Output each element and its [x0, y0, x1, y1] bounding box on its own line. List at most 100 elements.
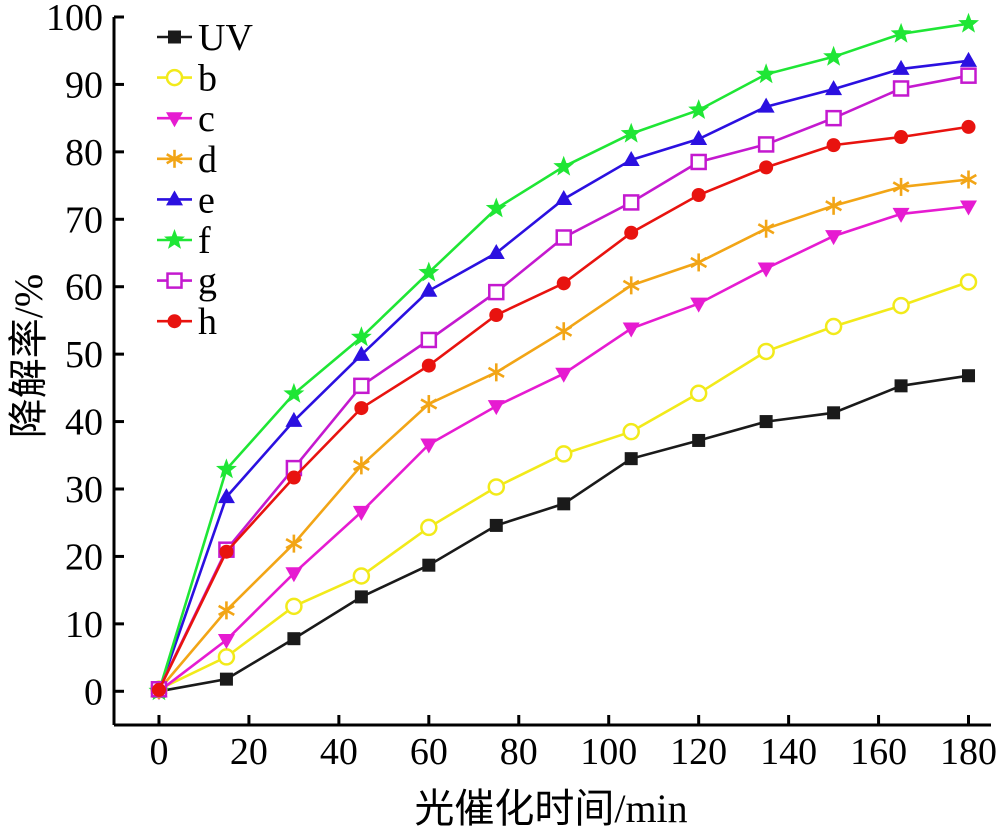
data-point: [692, 433, 706, 447]
legend-label: e: [198, 179, 215, 221]
data-point: [959, 273, 978, 291]
data-point: [418, 261, 440, 282]
data-point: [826, 138, 841, 153]
x-tick-label: 20: [230, 731, 268, 773]
data-point: [420, 331, 438, 349]
data-point: [287, 632, 301, 646]
legend-swatch-marker: [166, 149, 183, 168]
legend-item: f: [157, 220, 211, 262]
data-point: [217, 648, 236, 666]
data-point: [352, 456, 370, 475]
data-point: [555, 322, 573, 341]
legend-label: g: [198, 261, 217, 303]
data-point: [624, 452, 638, 466]
y-tick-label: 100: [46, 0, 103, 39]
legend-swatch-marker: [166, 112, 183, 128]
data-point: [622, 194, 640, 211]
y-tick-label: 80: [65, 132, 103, 174]
data-point: [689, 384, 708, 403]
data-point: [960, 170, 977, 189]
y-tick-label: 40: [65, 402, 103, 444]
data-point: [285, 411, 303, 427]
data-point: [487, 244, 505, 259]
legend-item: h: [157, 301, 217, 343]
data-point: [823, 45, 845, 66]
data-point: [488, 283, 505, 301]
legend-item: g: [157, 261, 217, 303]
data-point: [757, 262, 775, 278]
x-tick-label: 120: [670, 731, 727, 773]
series-line: [157, 22, 969, 692]
data-point: [690, 297, 708, 313]
chart-series: [148, 12, 979, 701]
data-point: [825, 230, 843, 246]
data-point: [892, 59, 910, 75]
data-point: [217, 488, 235, 504]
data-point: [353, 377, 370, 395]
x-tick-label: 180: [940, 731, 997, 773]
x-tick-label: 60: [410, 731, 448, 773]
data-point: [892, 207, 910, 223]
data-point: [690, 153, 707, 171]
data-point: [759, 415, 773, 429]
data-point: [352, 345, 370, 361]
legend-item: c: [157, 98, 215, 140]
data-point: [217, 601, 235, 620]
data-point: [690, 253, 708, 272]
legend-label: UV: [198, 17, 253, 59]
legend-item: e: [157, 179, 215, 221]
data-point: [283, 382, 305, 403]
data-point: [690, 130, 708, 146]
data-point: [285, 567, 303, 583]
data-point: [420, 518, 438, 537]
x-axis-label: 光催化时间/min: [414, 786, 687, 831]
y-tick-label: 50: [65, 334, 103, 376]
data-point: [960, 67, 977, 84]
data-point: [958, 12, 979, 33]
data-point: [622, 422, 640, 441]
legend-swatch-marker: [166, 272, 183, 289]
legend-swatch-marker: [164, 229, 185, 249]
data-point: [352, 505, 370, 521]
series-f: [148, 12, 979, 701]
data-point: [285, 597, 303, 616]
legend-label: b: [198, 58, 217, 100]
data-point: [219, 672, 233, 686]
legend-swatch-marker: [165, 68, 184, 87]
y-tick-label: 0: [84, 671, 103, 713]
x-tick-label: 100: [580, 731, 637, 773]
y-tick-label: 10: [65, 604, 103, 646]
data-point: [556, 276, 571, 291]
data-point: [557, 497, 571, 511]
data-point: [554, 445, 573, 463]
x-tick-label: 80: [500, 731, 538, 773]
data-point: [421, 358, 436, 373]
data-point: [354, 401, 369, 416]
data-point: [352, 567, 371, 585]
data-point: [757, 219, 775, 238]
legend-label: d: [198, 139, 217, 181]
data-point: [285, 534, 303, 553]
data-point: [622, 322, 640, 338]
data-point: [553, 155, 575, 176]
data-point: [354, 590, 368, 604]
data-point: [960, 51, 978, 67]
data-point: [489, 518, 503, 532]
data-point: [286, 470, 301, 485]
data-point: [555, 190, 573, 206]
data-point: [825, 109, 842, 127]
legend-item: UV: [157, 17, 253, 59]
data-point: [759, 160, 774, 175]
y-tick-label: 90: [65, 64, 103, 106]
data-point: [219, 544, 234, 559]
x-tick-label: 160: [850, 731, 907, 773]
data-point: [757, 136, 775, 153]
legend-item: b: [157, 58, 217, 100]
series-e: [150, 51, 978, 698]
legend-item: d: [157, 139, 217, 181]
legend-label: h: [198, 301, 217, 343]
series-d: [150, 170, 977, 699]
data-point: [892, 80, 910, 97]
data-point: [827, 406, 841, 420]
